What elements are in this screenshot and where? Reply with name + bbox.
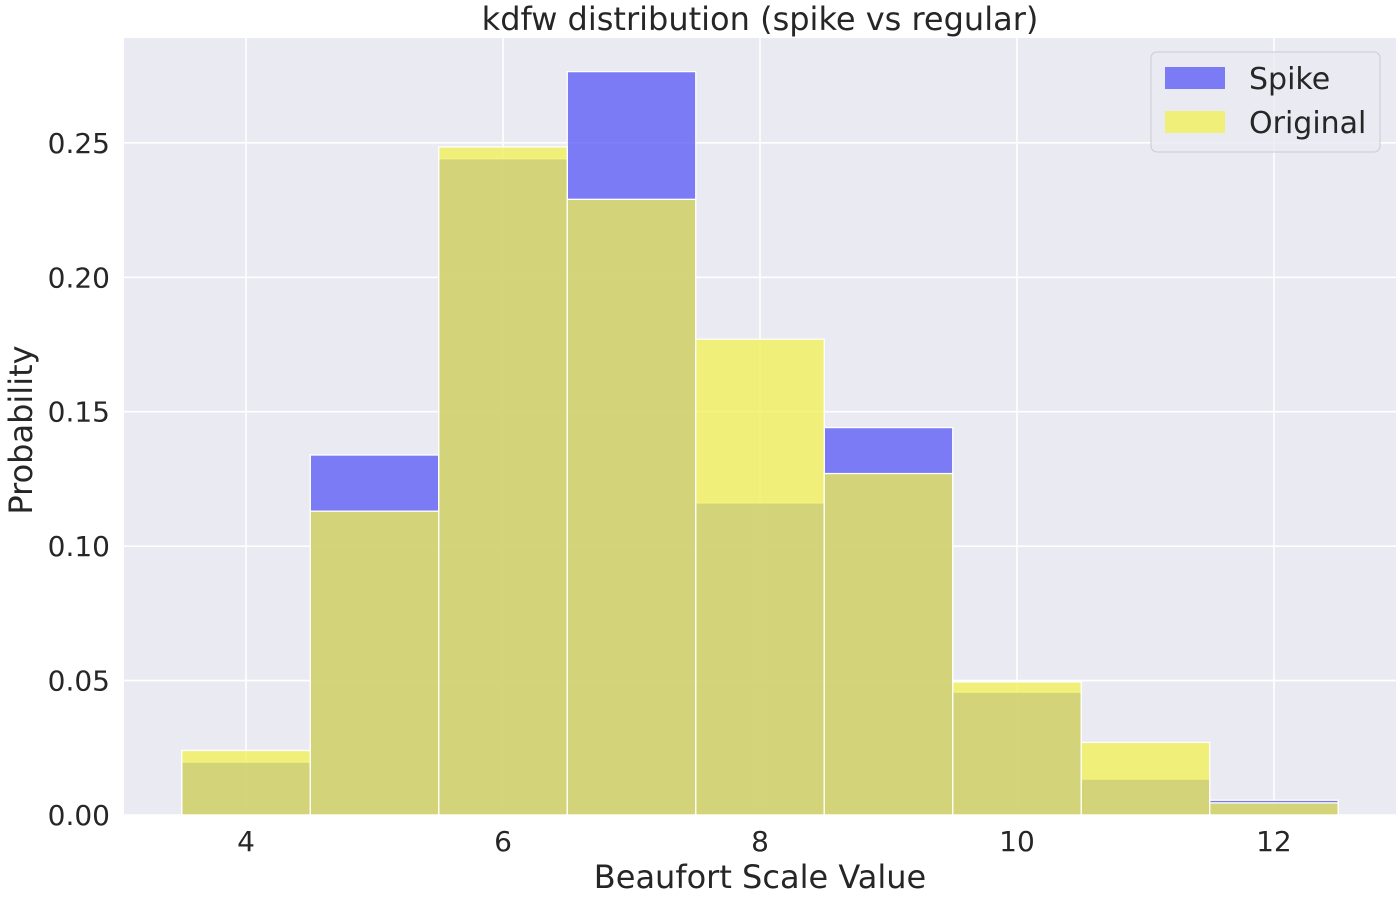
legend-label-original: Original — [1249, 106, 1366, 141]
x-tick-label: 4 — [237, 825, 255, 858]
chart-title: kdfw distribution (spike vs regular) — [482, 0, 1039, 38]
bar-original-11 — [1080, 741, 1211, 816]
bar-original-4 — [181, 749, 311, 816]
x-axis-title: Beaufort Scale Value — [594, 858, 926, 896]
y-tick-label: 0.05 — [48, 665, 110, 698]
bar-original-12 — [1209, 802, 1339, 816]
bar-original-6 — [438, 146, 568, 816]
histogram-bars — [181, 70, 1339, 816]
x-tick-label: 8 — [751, 825, 769, 858]
y-tick-label: 0.10 — [48, 530, 110, 563]
y-tick-label: 0.25 — [48, 127, 110, 160]
legend-label-spike: Spike — [1249, 62, 1330, 97]
legend: Spike Original — [1150, 51, 1381, 153]
bar-original-5 — [309, 510, 440, 816]
x-tick-label: 12 — [1256, 825, 1292, 858]
x-tick-label: 6 — [494, 825, 512, 858]
bar-original-7 — [566, 198, 697, 816]
y-tick-label: 0.15 — [48, 396, 110, 429]
y-axis-ticks: 0.00 0.05 0.10 0.15 0.20 0.25 — [48, 127, 110, 832]
bar-original-10 — [952, 681, 1082, 816]
legend-swatch-spike — [1165, 67, 1225, 89]
bar-original-8 — [695, 338, 825, 816]
y-tick-label: 0.00 — [48, 799, 110, 832]
y-tick-label: 0.20 — [48, 261, 110, 294]
y-axis-title: Probability — [2, 345, 40, 514]
legend-swatch-original — [1165, 111, 1225, 133]
x-axis-ticks: 4 6 8 10 12 — [237, 825, 1292, 858]
x-tick-label: 10 — [999, 825, 1035, 858]
bar-original-9 — [823, 472, 954, 816]
